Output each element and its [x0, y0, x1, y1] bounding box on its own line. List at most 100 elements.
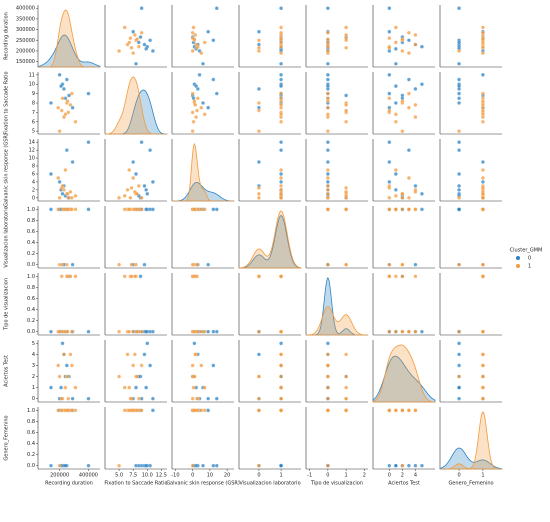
- scatter-point: [144, 46, 149, 51]
- scatter-point: [139, 195, 144, 200]
- scatter-point: [139, 329, 144, 334]
- y-tick-label: 250000: [16, 38, 35, 44]
- scatter-point: [279, 61, 283, 66]
- y-tick-label: 3: [32, 363, 35, 369]
- scatter-point: [279, 99, 283, 104]
- scatter-point: [279, 168, 283, 172]
- x-tick-label: 0: [191, 473, 194, 479]
- scatter-point: [129, 262, 134, 267]
- scatter-point: [457, 84, 461, 88]
- scatter-point: [63, 385, 68, 390]
- y-tick-label: 5: [32, 129, 35, 135]
- y-tick-label: 0.4: [27, 240, 35, 246]
- scatter-point: [481, 25, 485, 30]
- scatter-point: [325, 363, 330, 368]
- scatter-point: [420, 463, 424, 468]
- legend-marker: [516, 256, 520, 260]
- scatter-point: [325, 341, 330, 346]
- scatter-point: [117, 463, 121, 468]
- scatter-point: [136, 463, 141, 468]
- scatter-point: [413, 183, 418, 188]
- scatter-point: [481, 207, 485, 212]
- scatter-point: [59, 84, 63, 88]
- scatter-point: [393, 274, 398, 279]
- scatter-point: [211, 329, 216, 334]
- scatter-point: [132, 274, 137, 279]
- scatter-point: [257, 329, 261, 334]
- scatter-point: [413, 408, 418, 413]
- scatter-point: [73, 207, 78, 212]
- scatter-point: [325, 172, 330, 176]
- scatter-point: [135, 408, 140, 413]
- scatter-point: [193, 352, 198, 357]
- y-tick-label: 150000: [16, 59, 35, 65]
- scatter-point: [127, 329, 132, 334]
- scatter-point: [117, 329, 121, 334]
- legend-marker: [516, 264, 520, 268]
- scatter-point: [195, 274, 199, 279]
- scatter-point: [206, 29, 211, 34]
- scatter-point: [122, 25, 127, 30]
- x-tick-label: 0: [326, 473, 329, 479]
- scatter-point: [387, 408, 392, 413]
- scatter-point: [202, 408, 207, 413]
- scatter-point: [57, 374, 62, 379]
- scatter-point: [325, 49, 330, 53]
- scatter-point: [481, 168, 485, 172]
- x-tick-label: 10: [207, 473, 213, 479]
- scatter-point: [406, 195, 411, 200]
- scatter-point: [214, 6, 219, 11]
- scatter-point: [400, 49, 405, 53]
- scatter-point: [190, 396, 195, 401]
- scatter-point: [64, 363, 69, 368]
- scatter-point: [344, 385, 349, 390]
- scatter-point: [481, 72, 485, 77]
- y-tick-label: 2: [32, 187, 35, 193]
- scatter-point: [279, 374, 283, 379]
- scatter-point: [136, 396, 141, 401]
- y-tick-label: 11: [29, 72, 35, 78]
- scatter-point: [193, 102, 198, 107]
- scatter-point: [65, 191, 70, 196]
- scatter-point: [400, 408, 405, 413]
- scatter-point: [413, 207, 418, 212]
- scatter-point: [344, 374, 349, 379]
- x-axis-label: Visualizacion laboratorio: [239, 481, 300, 487]
- scatter-point: [279, 119, 283, 124]
- scatter-point: [257, 463, 261, 468]
- scatter-point: [59, 108, 64, 113]
- y-tick-label: 0: [32, 396, 35, 402]
- x-tick-label: 7.5: [129, 473, 137, 479]
- scatter-point: [139, 30, 144, 35]
- scatter-point: [406, 463, 411, 468]
- y-tick-label: 2: [32, 374, 35, 380]
- scatter-point: [257, 195, 261, 200]
- scatter-point: [344, 193, 349, 198]
- scatter-point: [117, 49, 121, 53]
- scatter-point: [325, 84, 330, 88]
- y-tick-label: 1: [32, 385, 35, 391]
- scatter-point: [400, 191, 405, 196]
- scatter-point: [257, 129, 261, 134]
- scatter-point: [413, 262, 418, 267]
- x-axis-label: Tipo de visualizacion: [310, 481, 363, 487]
- scatter-point: [420, 191, 424, 196]
- x-axis-label: Genero_Femenino: [448, 481, 493, 487]
- scatter-point: [194, 84, 199, 88]
- scatter-point: [70, 160, 75, 164]
- scatter-point: [413, 329, 418, 334]
- scatter-point: [195, 396, 199, 401]
- scatter-point: [73, 385, 78, 390]
- scatter-point: [139, 6, 144, 11]
- x-tick-label: 20: [224, 473, 230, 479]
- scatter-point: [142, 183, 147, 188]
- scatter-point: [49, 385, 53, 390]
- scatter-point: [387, 49, 392, 53]
- x-tick-label: 0: [388, 473, 391, 479]
- scatter-point: [406, 148, 411, 153]
- scatter-point: [257, 101, 261, 105]
- y-axis-label: Tipo de visualizacion: [4, 278, 10, 331]
- scatter-point: [387, 274, 392, 279]
- scatter-point: [481, 160, 485, 164]
- scatter-point: [257, 185, 261, 190]
